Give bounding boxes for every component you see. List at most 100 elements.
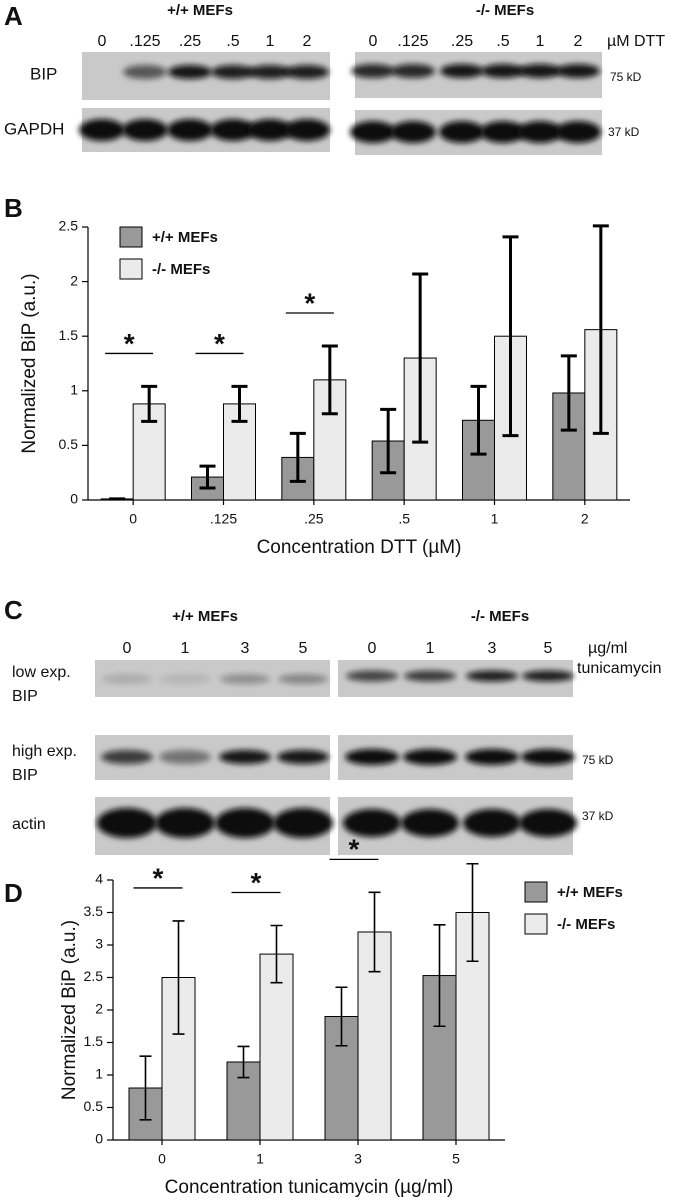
- y-tick-label: 2: [70, 272, 78, 288]
- y-tick-label: 0: [70, 491, 78, 507]
- blot-band: [247, 119, 293, 141]
- x-tick-label: 3: [354, 1151, 362, 1167]
- legend-swatch: [524, 913, 548, 935]
- lane-label: 0: [123, 640, 132, 657]
- row-label: BIP: [30, 64, 57, 83]
- legend-label: -/- MEFs: [557, 916, 615, 933]
- blot-band: [350, 121, 396, 143]
- x-tick-label: 1: [256, 1151, 264, 1167]
- error-bar: [335, 986, 348, 1047]
- blot-band: [123, 65, 167, 79]
- blot-band: [390, 121, 436, 143]
- blot-band: [79, 119, 125, 141]
- error-bar: [289, 431, 306, 483]
- y-tick-label: 0.5: [84, 1098, 104, 1114]
- legend-label: +/+ MEFs: [152, 229, 218, 246]
- error-bar: [412, 272, 429, 444]
- error-bar: [270, 924, 283, 984]
- blot-band: [521, 749, 575, 765]
- blot-band: [519, 809, 577, 837]
- panel-label: B: [4, 193, 23, 223]
- significance-label: *: [214, 328, 225, 359]
- x-axis-label: Concentration tunicamycin (µg/ml): [165, 1177, 454, 1198]
- blot-band: [556, 64, 600, 78]
- error-bar: [139, 1055, 152, 1121]
- significance-label: *: [349, 834, 360, 865]
- significance-label: *: [304, 287, 315, 318]
- lane-label: .125: [129, 33, 160, 50]
- lane-label: 1: [426, 640, 435, 657]
- x-tick-label: .125: [210, 511, 237, 527]
- blot-band: [210, 119, 256, 141]
- unit-label: µg/ml: [588, 640, 627, 657]
- panel-label: D: [4, 878, 23, 908]
- y-tick-label: 2.5: [84, 968, 104, 984]
- unit-label: µM DTT: [607, 33, 665, 50]
- row-label: GAPDH: [4, 119, 64, 138]
- blot-band: [160, 674, 210, 684]
- lane-label: .5: [496, 33, 509, 50]
- lane-label: 1: [181, 640, 190, 657]
- lane-label: 1: [266, 33, 275, 50]
- bar: [259, 953, 294, 1141]
- significance-label: *: [251, 867, 262, 898]
- lane-label: .25: [451, 33, 473, 50]
- blot-band: [463, 809, 521, 837]
- blot-band: [346, 670, 398, 682]
- lane-label: 3: [488, 640, 497, 657]
- blot-band: [440, 64, 484, 78]
- error-bar: [141, 384, 158, 423]
- blot-band: [439, 121, 485, 143]
- blot-band: [285, 65, 329, 79]
- x-tick-label: 1: [491, 511, 499, 527]
- x-tick-label: .25: [304, 511, 324, 527]
- lane-label: 0: [368, 640, 377, 657]
- x-tick-label: 5: [452, 1151, 460, 1167]
- x-tick-label: 0: [158, 1151, 166, 1167]
- error-bar: [368, 891, 381, 973]
- row-label: high exp.: [12, 743, 77, 760]
- marker-label: 75 kD: [582, 753, 614, 767]
- treatment-label: tunicamycin: [577, 660, 661, 677]
- lane-label: 3: [241, 640, 250, 657]
- blot-band: [278, 674, 328, 684]
- lane-label: .5: [226, 33, 239, 50]
- error-bar: [560, 354, 577, 432]
- y-tick-label: 0.5: [59, 436, 79, 452]
- lane-label: .125: [397, 33, 428, 50]
- blot-band: [465, 749, 519, 765]
- blot-band: [220, 674, 270, 684]
- error-bar: [231, 384, 248, 423]
- blot-band: [168, 65, 212, 79]
- blot-band: [481, 64, 525, 78]
- error-bar: [321, 344, 338, 416]
- blot-band: [248, 65, 292, 79]
- y-tick-label: 3: [95, 936, 103, 952]
- lane-label: 0: [369, 33, 378, 50]
- legend-swatch: [524, 881, 548, 903]
- y-axis-label: Normalized BiP (a.u.): [19, 273, 40, 453]
- marker-label: 37 kD: [582, 809, 614, 823]
- error-bar: [199, 464, 216, 490]
- blot-band: [343, 809, 401, 837]
- significance-label: *: [124, 328, 135, 359]
- error-bar: [433, 924, 446, 1028]
- panel-label: A: [4, 1, 23, 31]
- blot-band: [518, 64, 562, 78]
- blot-band: [517, 121, 563, 143]
- blot-band: [102, 674, 152, 684]
- blot-band: [101, 750, 153, 764]
- blot-band: [159, 750, 211, 764]
- row-label: BIP: [12, 767, 38, 784]
- legend-swatch: [119, 258, 143, 280]
- legend-label: +/+ MEFs: [557, 884, 623, 901]
- row-label: BIP: [12, 688, 38, 705]
- legend-swatch: [119, 226, 143, 248]
- blot-band: [211, 65, 255, 79]
- error-bar: [502, 235, 519, 438]
- group-label: -/- MEFs: [476, 2, 534, 19]
- group-label: -/- MEFs: [471, 608, 529, 625]
- y-tick-label: 3.5: [84, 903, 104, 919]
- blot-band: [215, 808, 275, 838]
- blot-band: [555, 121, 601, 143]
